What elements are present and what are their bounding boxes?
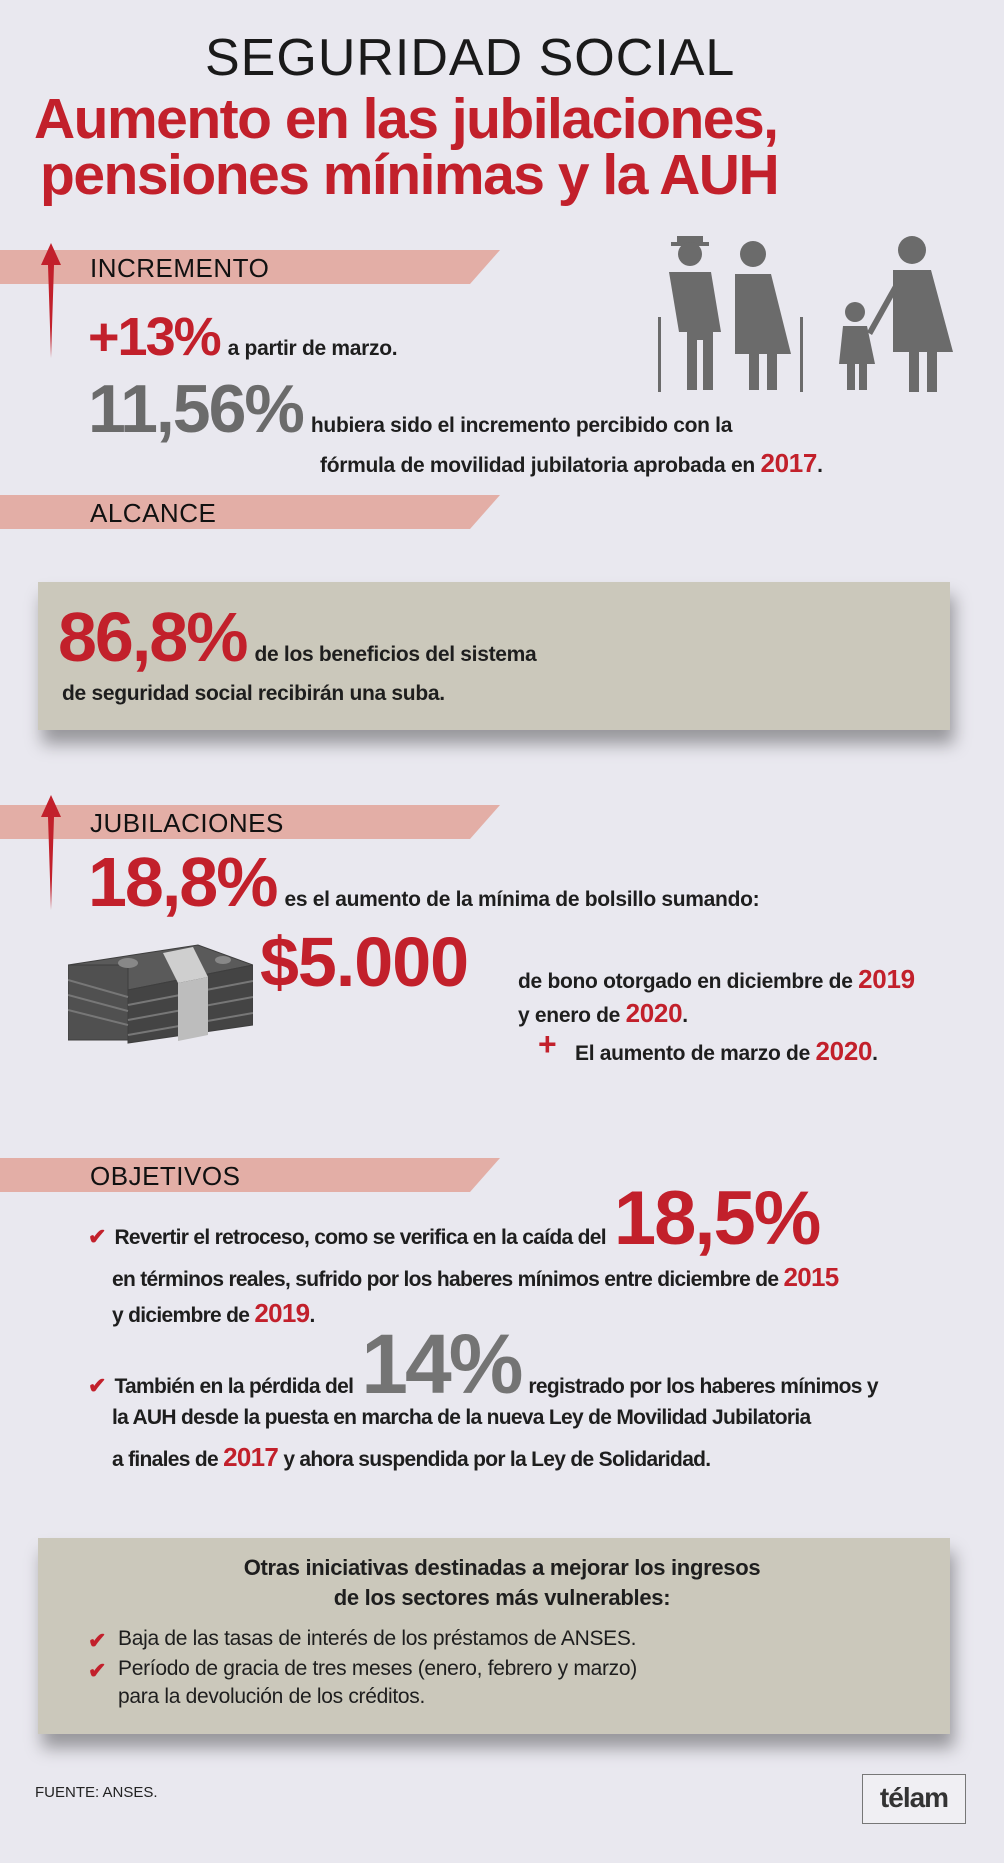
jubilaciones-row: 18,8% es el aumento de la mínima de bols… xyxy=(88,843,760,921)
alt-text-1: hubiera sido el incremento percibido con… xyxy=(310,414,733,437)
bono-text-1: de bono otorgado en diciembre de 2019 xyxy=(518,964,915,994)
objetivo-2-row: ✔ También en la pérdida del 14% registra… xyxy=(88,1317,879,1411)
objetivo-2-pct: 14% xyxy=(361,1317,523,1411)
objetivo-2-line3: a finales de 2017 y ahora suspendida por… xyxy=(112,1442,711,1472)
otras-item-2: Período de gracia de tres meses (enero, … xyxy=(118,1657,637,1680)
arrow-up-icon xyxy=(41,243,61,358)
alcance-box xyxy=(38,582,950,730)
alcance-pct: 86,8% xyxy=(58,598,248,676)
alcance-row: 86,8% de los beneficios del sistema xyxy=(58,598,537,676)
alcance-text-2: de seguridad social recibirán una suba. xyxy=(62,682,445,705)
section-band-jubilaciones: JUBILACIONES xyxy=(0,805,500,839)
objetivo-2-line1b: registrado por los haberes mínimos y xyxy=(528,1375,878,1398)
otras-item-1: Baja de las tasas de interés de los prés… xyxy=(118,1627,637,1650)
objetivo-1-pct: 18,5% xyxy=(613,1176,821,1261)
check-icon: ✔ xyxy=(88,1628,107,1653)
section-label: JUBILACIONES xyxy=(90,808,284,838)
section-label: INCREMENTO xyxy=(90,253,270,283)
plus-icon: + xyxy=(538,1026,557,1062)
marzo-text: El aumento de marzo de 2020. xyxy=(575,1036,878,1066)
alt-row: 11,56% hubiera sido el incremento percib… xyxy=(88,375,732,443)
section-label: OBJETIVOS xyxy=(90,1161,241,1191)
otras-title-1: Otras iniciativas destinadas a mejorar l… xyxy=(243,1555,761,1580)
arrow-up-icon xyxy=(41,795,61,910)
section-label: ALCANCE xyxy=(90,498,217,528)
otras-box xyxy=(38,1538,950,1734)
section-band-objetivos: OBJETIVOS xyxy=(0,1158,500,1192)
page-title-line1: Aumento en las jubilaciones, xyxy=(34,87,779,151)
telam-logo: télam xyxy=(862,1774,966,1824)
money-stack-icon xyxy=(68,944,253,1044)
kicker: SEGURIDAD SOCIAL xyxy=(205,29,736,87)
incremento-text: a partir de marzo. xyxy=(227,337,398,360)
family-icon xyxy=(658,236,953,392)
objetivo-2-line1a: También en la pérdida del xyxy=(114,1375,354,1398)
section-band-incremento: INCREMENTO xyxy=(0,250,500,284)
jubilaciones-pct: 18,8% xyxy=(88,843,278,921)
alt-text-2: fórmula de movilidad jubilatoria aprobad… xyxy=(320,448,823,478)
otras-item-2-cont: para la devolución de los créditos. xyxy=(118,1685,426,1708)
page-title-line2: pensiones mínimas y la AUH xyxy=(40,143,780,207)
check-icon: ✔ xyxy=(88,1373,107,1398)
bono-text-2: y enero de 2020. xyxy=(518,998,688,1028)
check-icon: ✔ xyxy=(88,1224,107,1249)
check-icon: ✔ xyxy=(88,1658,107,1683)
objetivo-2-line2: la AUH desde la puesta en marcha de la n… xyxy=(112,1406,811,1429)
jubilaciones-text: es el aumento de la mínima de bolsillo s… xyxy=(284,888,760,911)
alt-pct: 11,56% xyxy=(88,371,305,447)
incremento-pct: +13% xyxy=(88,307,222,367)
objetivo-1-line2: en términos reales, sufrido por los habe… xyxy=(112,1262,839,1292)
objetivo-1-line1: Revertir el retroceso, como se verifica … xyxy=(114,1226,606,1249)
incremento-row: +13% a partir de marzo. xyxy=(88,307,398,367)
otras-title-2: de los sectores más vulnerables: xyxy=(333,1585,671,1610)
source-note: FUENTE: ANSES. xyxy=(35,1784,158,1801)
section-band-alcance: ALCANCE xyxy=(0,495,500,529)
objetivo-1-line3: y diciembre de 2019. xyxy=(112,1298,315,1328)
bono-amount: $5.000 xyxy=(260,923,469,1001)
alcance-text-1: de los beneficios del sistema xyxy=(254,643,537,666)
objetivo-1-row: ✔ Revertir el retroceso, como se verific… xyxy=(88,1176,821,1261)
